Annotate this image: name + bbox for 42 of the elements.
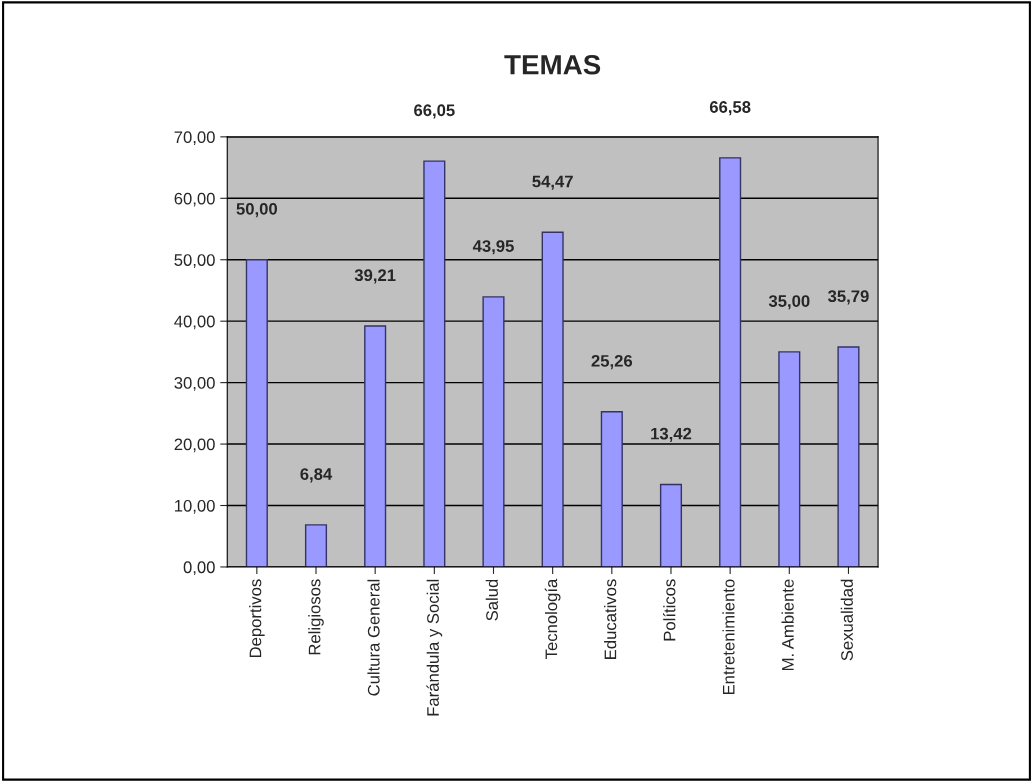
data-label: 43,95 (472, 240, 514, 255)
x-tick-label: Farándula y Social (426, 579, 443, 716)
bar (600, 411, 623, 567)
data-label: 50,00 (236, 202, 278, 218)
x-tick-label: Educativos (604, 579, 617, 659)
y-tick-label: 40,00 (174, 315, 215, 330)
x-tick-label: Sexualidad (840, 579, 853, 661)
x-tick-label: Tecnología (544, 578, 561, 659)
data-label: 35,79 (828, 290, 869, 305)
y-tick-label: 10,00 (175, 499, 215, 514)
y-tick-label: 20,00 (174, 438, 215, 453)
data-label: 25,26 (591, 354, 633, 370)
data-label: 66,05 (414, 104, 455, 119)
bar (423, 160, 446, 567)
x-tick-label: M. Ambiente (781, 579, 794, 671)
x-tick-label: Entretenimiento (722, 579, 735, 695)
data-label: 13,42 (651, 427, 692, 442)
y-tick-label: 30,00 (174, 377, 215, 391)
x-tick-label: Salud (485, 579, 498, 621)
x-tick-label: Cultura General (367, 579, 380, 696)
y-tick-label: 50,00 (174, 254, 215, 268)
bar (245, 259, 268, 567)
data-label: 35,00 (768, 295, 810, 310)
y-tick-label: 70,00 (174, 131, 215, 146)
x-tick-label: Deportivos (249, 579, 265, 658)
bar (304, 524, 328, 567)
data-label: 39,21 (354, 269, 396, 284)
chart-title: TEMAS (504, 54, 601, 75)
x-tick-label: Religiosos (308, 579, 324, 655)
data-label: 54,47 (532, 175, 573, 190)
bar (837, 346, 860, 567)
data-label: 66,58 (709, 101, 751, 116)
bar (659, 483, 683, 567)
x-tick-label: Políticos (663, 579, 676, 641)
bar (719, 157, 742, 567)
bar (482, 296, 505, 567)
bar (541, 231, 564, 567)
y-tick-label: 0,00 (183, 561, 215, 576)
bar (364, 325, 387, 567)
bar (778, 351, 801, 567)
data-label: 6,84 (300, 468, 333, 483)
y-tick-label: 60,00 (174, 192, 215, 207)
